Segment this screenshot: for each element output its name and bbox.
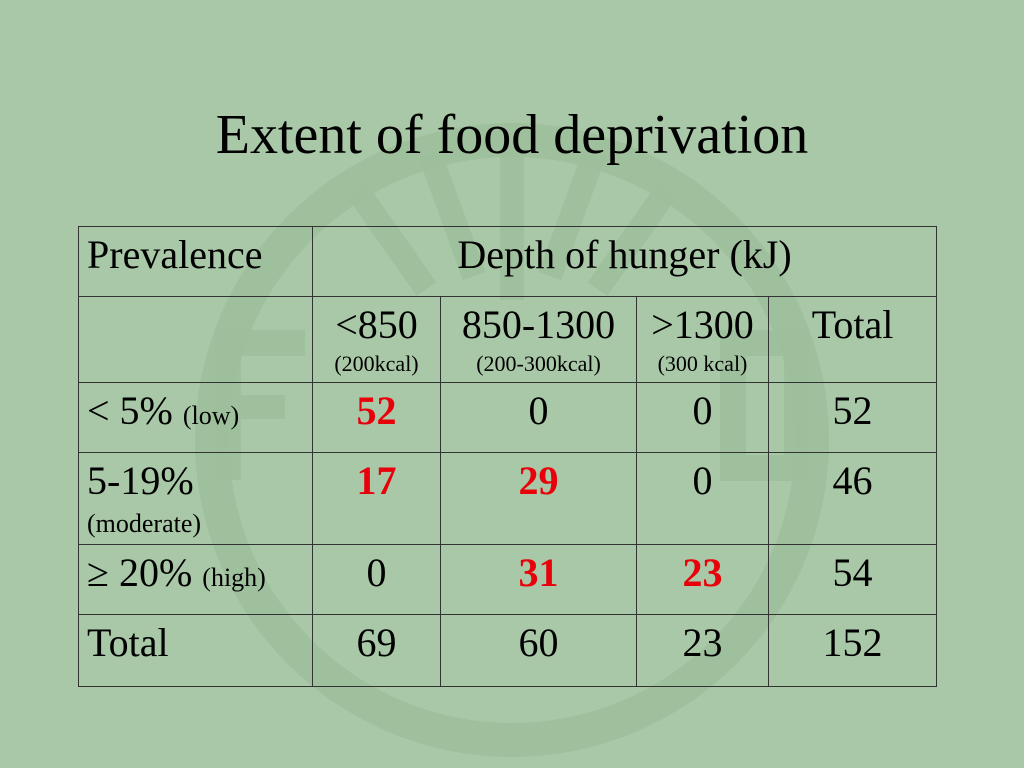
table-cell: 0 bbox=[636, 382, 769, 453]
header-depth-of-hunger: Depth of hunger (kJ) bbox=[312, 226, 937, 297]
table-cell: 23 bbox=[636, 614, 769, 687]
table-cell: 17 bbox=[312, 452, 441, 545]
table-cell: 52 bbox=[312, 382, 441, 453]
table-cell: 152 bbox=[768, 614, 937, 687]
column-label: <850 bbox=[335, 302, 418, 347]
row-label-cell: Total bbox=[78, 614, 313, 687]
slide-title: Extent of food deprivation bbox=[215, 104, 809, 166]
row-note: (low) bbox=[182, 401, 240, 430]
row-label: ≥ 20% bbox=[87, 550, 193, 595]
table-row: ≥ 20% (high) 0 31 23 54 bbox=[78, 544, 937, 615]
row-label-cell: 5-19% (moderate) bbox=[78, 452, 313, 545]
column-header-gt1300: >1300 (300 kcal) bbox=[636, 296, 769, 383]
table-cell: 23 bbox=[636, 544, 769, 615]
column-label: >1300 bbox=[651, 302, 754, 347]
table-cell: 54 bbox=[768, 544, 937, 615]
row-note: (moderate) bbox=[87, 509, 202, 538]
row-label: 5-19% bbox=[87, 458, 194, 503]
column-sublabel: (200kcal) bbox=[334, 351, 419, 376]
row-label: Total bbox=[87, 620, 169, 665]
column-header-850-1300: 850-1300 (200-300kcal) bbox=[440, 296, 637, 383]
row-note: (high) bbox=[202, 563, 266, 592]
table-cell: 46 bbox=[768, 452, 937, 545]
table-cell: 31 bbox=[440, 544, 637, 615]
row-label-cell: < 5% (low) bbox=[78, 382, 313, 453]
table-cell: 29 bbox=[440, 452, 637, 545]
column-label: Total bbox=[811, 302, 894, 347]
column-sublabel: (200-300kcal) bbox=[476, 351, 601, 376]
table-cell: 0 bbox=[312, 544, 441, 615]
row-label: < 5% bbox=[87, 388, 173, 433]
table-row: 5-19% (moderate) 17 29 0 46 bbox=[78, 452, 937, 545]
subheader-empty-cell bbox=[78, 296, 313, 383]
table-row: Total 69 60 23 152 bbox=[78, 614, 937, 687]
header-row: Prevalence Depth of hunger (kJ) bbox=[78, 226, 937, 297]
table-cell: 52 bbox=[768, 382, 937, 453]
subheader-row: <850 (200kcal) 850-1300 (200-300kcal) >1… bbox=[78, 296, 937, 383]
column-sublabel: (300 kcal) bbox=[657, 351, 748, 376]
table-cell: 0 bbox=[636, 452, 769, 545]
column-header-total: Total bbox=[768, 296, 937, 383]
table-cell: 69 bbox=[312, 614, 441, 687]
table-cell: 60 bbox=[440, 614, 637, 687]
header-prevalence: Prevalence bbox=[78, 226, 313, 297]
table-row: < 5% (low) 52 0 0 52 bbox=[78, 382, 937, 453]
column-header-lt850: <850 (200kcal) bbox=[312, 296, 441, 383]
food-deprivation-table: Prevalence Depth of hunger (kJ) <850 (20… bbox=[78, 226, 937, 687]
row-label-cell: ≥ 20% (high) bbox=[78, 544, 313, 615]
table-cell: 0 bbox=[440, 382, 637, 453]
column-label: 850-1300 bbox=[461, 302, 616, 347]
